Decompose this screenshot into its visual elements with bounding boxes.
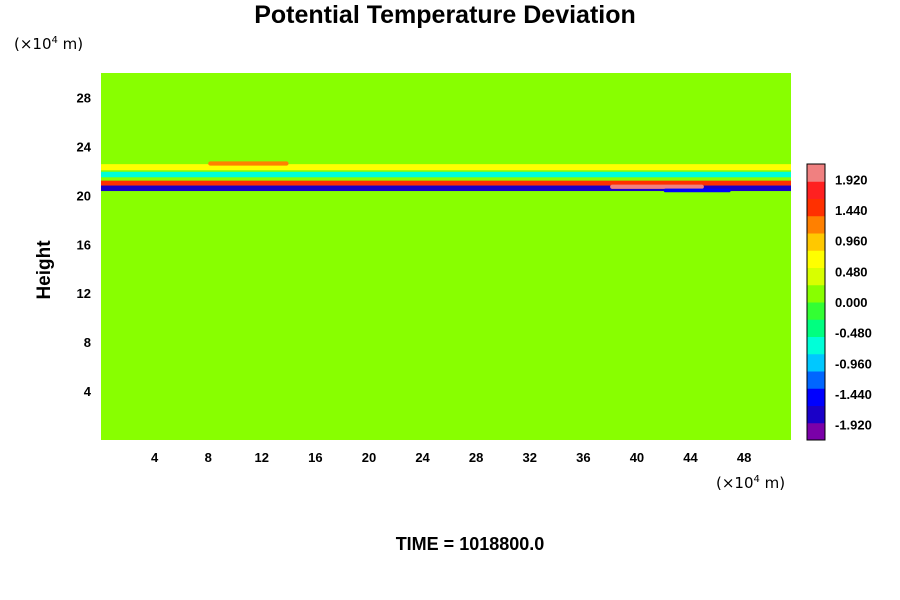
colorbar-segment <box>807 302 825 320</box>
colorbar-segment <box>807 422 825 441</box>
colorbar-segment <box>807 181 825 199</box>
y-axis-ticks: 4 8 12 16 20 24 28 <box>77 90 92 399</box>
x-tick-label: 8 <box>205 450 212 465</box>
colorbar-segment <box>807 267 825 286</box>
y-tick-label: 28 <box>77 90 91 105</box>
y-tick-label: 20 <box>77 188 91 203</box>
x-tick-label: 20 <box>362 450 376 465</box>
y-tick-label: 16 <box>77 237 91 252</box>
y-unit-exponent: 4 <box>52 35 58 46</box>
y-tick-label: 8 <box>84 335 91 350</box>
x-unit-prefix: (×10 <box>716 474 754 492</box>
x-tick-label: 36 <box>576 450 590 465</box>
colorbar-label: -0.480 <box>835 326 872 341</box>
y-tick-label: 24 <box>77 139 92 154</box>
field-band <box>101 180 791 186</box>
colorbar-segment <box>807 250 825 268</box>
field-band <box>101 164 791 171</box>
field-band <box>101 171 791 178</box>
y-tick-label: 4 <box>84 384 92 399</box>
time-label: TIME = 1018800.0 <box>396 534 545 554</box>
x-tick-label: 16 <box>308 450 322 465</box>
chart-title: Potential Temperature Deviation <box>254 1 636 29</box>
x-tick-label: 12 <box>255 450 269 465</box>
colorbar-label: 0.960 <box>835 234 868 249</box>
y-axis-label: Height <box>34 240 55 300</box>
field-band <box>101 184 791 192</box>
colorbar-segment <box>807 198 825 217</box>
x-tick-label: 24 <box>415 450 430 465</box>
colorbar-label: -1.440 <box>835 387 872 402</box>
colorbar-frame <box>806 163 826 441</box>
colorbar-labels: 1.920 1.440 0.960 0.480 0.000 -0.480 -0.960 -1.… <box>835 172 872 432</box>
x-tick-label: 40 <box>630 450 644 465</box>
x-axis-unit: (×104 m) <box>716 474 785 492</box>
x-unit-exponent: 4 <box>754 474 760 485</box>
colorbar-label: 1.440 <box>835 203 868 218</box>
colorbar-segment <box>807 284 825 303</box>
heatmap-plot-area <box>101 73 791 440</box>
y-unit-suffix: m) <box>58 35 83 53</box>
colorbar-segment <box>807 388 825 406</box>
colorbar-label: -1.920 <box>835 418 872 433</box>
field-blob <box>208 161 289 166</box>
colorbar-segment <box>807 233 825 251</box>
colorbar-segment <box>807 215 825 234</box>
x-axis-ticks: 4 8 12 16 20 24 28 32 36 40 44 48 <box>151 450 751 465</box>
y-unit-prefix: (×10 <box>14 35 52 53</box>
heatmap-background <box>101 73 791 440</box>
colorbar-segment <box>807 353 825 372</box>
colorbar-segment <box>807 319 825 337</box>
colorbar-segment <box>807 336 825 355</box>
y-axis-unit: (×104 m) <box>14 35 83 53</box>
field-blob <box>663 188 731 193</box>
x-unit-suffix: m) <box>760 474 785 492</box>
colorbar-segment <box>807 371 825 389</box>
x-tick-label: 4 <box>151 450 159 465</box>
colorbar-label: 0.000 <box>835 295 868 310</box>
x-tick-label: 32 <box>523 450 537 465</box>
heatmap-field <box>101 161 791 193</box>
y-tick-label: 12 <box>77 286 91 301</box>
colorbar <box>806 163 826 441</box>
colorbar-segment <box>807 405 825 424</box>
colorbar-segment <box>807 164 825 182</box>
x-tick-label: 48 <box>737 450 751 465</box>
colorbar-label: -0.960 <box>835 356 872 371</box>
field-blob <box>610 184 704 189</box>
colorbar-label: 1.920 <box>835 172 868 187</box>
colorbar-label: 0.480 <box>835 264 868 279</box>
x-tick-label: 44 <box>683 450 698 465</box>
x-tick-label: 28 <box>469 450 483 465</box>
